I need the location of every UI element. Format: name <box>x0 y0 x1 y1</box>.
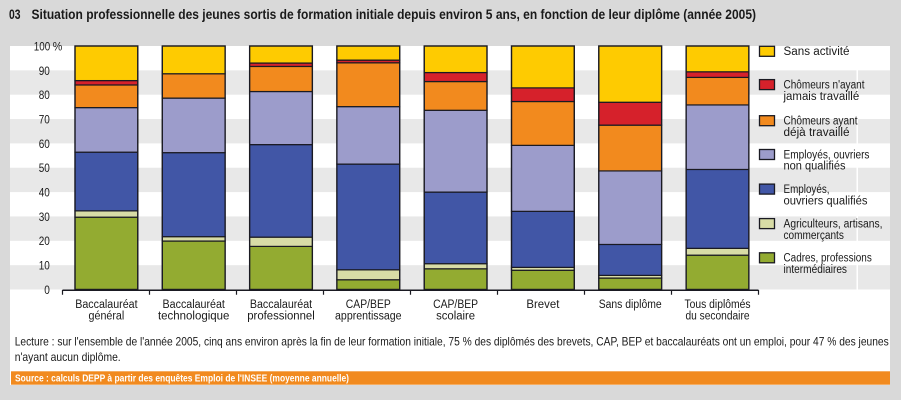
svg-text:Employés, ouvriers: Employés, ouvriers <box>784 149 870 161</box>
svg-text:Agriculteurs, artisans,: Agriculteurs, artisans, <box>784 218 883 230</box>
svg-text:Situation professionnelle des: Situation professionnelle des jeunes sor… <box>32 6 757 22</box>
svg-text:90: 90 <box>39 64 50 78</box>
svg-text:CAP/BEP: CAP/BEP <box>433 299 478 311</box>
svg-text:CAP/BEP: CAP/BEP <box>346 299 391 311</box>
svg-text:jamais travaillé: jamais travaillé <box>783 91 860 103</box>
svg-text:60: 60 <box>39 137 50 151</box>
svg-text:commerçants: commerçants <box>784 230 845 242</box>
svg-text:Brevet: Brevet <box>526 299 560 311</box>
svg-text:déjà travaillé: déjà travaillé <box>784 127 850 139</box>
svg-text:40: 40 <box>39 186 50 200</box>
svg-text:Baccalauréat: Baccalauréat <box>163 299 226 311</box>
svg-text:Chômeurs ayant: Chômeurs ayant <box>784 116 859 128</box>
svg-text:Lecture : sur l'ensemble de l': Lecture : sur l'ensemble de l'année 2005… <box>15 335 889 349</box>
svg-text:Baccalauréat: Baccalauréat <box>250 299 313 311</box>
svg-text:Source : calculs DEPP à partir: Source : calculs DEPP à partir des enquê… <box>15 373 349 385</box>
svg-text:apprentissage: apprentissage <box>335 311 402 323</box>
svg-text:scolaire: scolaire <box>436 311 475 323</box>
svg-text:ouvriers qualifiés: ouvriers qualifiés <box>784 195 868 207</box>
svg-text:du secondaire: du secondaire <box>686 311 750 323</box>
svg-text:technologique: technologique <box>158 311 229 323</box>
svg-text:non qualifiés: non qualifiés <box>784 161 846 173</box>
svg-text:Cadres, professions: Cadres, professions <box>784 253 873 265</box>
svg-text:intermédiaires: intermédiaires <box>784 264 848 276</box>
svg-text:professionnel: professionnel <box>247 311 315 323</box>
svg-text:Baccalauréat: Baccalauréat <box>75 299 138 311</box>
svg-text:0: 0 <box>44 283 50 297</box>
svg-text:Sans diplôme: Sans diplôme <box>599 299 662 311</box>
svg-text:80: 80 <box>39 88 50 102</box>
svg-text:100: 100 <box>34 39 51 53</box>
svg-text:10: 10 <box>39 259 50 273</box>
svg-text:70: 70 <box>39 112 50 126</box>
svg-text:20: 20 <box>39 234 50 248</box>
svg-text:Tous diplômés: Tous diplômés <box>685 299 751 311</box>
svg-text:30: 30 <box>39 210 50 224</box>
svg-text:Sans activité: Sans activité <box>784 46 850 58</box>
svg-text:03: 03 <box>9 6 21 22</box>
svg-text:général: général <box>89 311 125 323</box>
svg-text:50: 50 <box>39 161 50 175</box>
svg-text:Employés,: Employés, <box>784 184 830 196</box>
svg-text:%: % <box>53 39 63 53</box>
svg-text:Chômeurs n'ayant: Chômeurs n'ayant <box>784 79 866 91</box>
svg-text:n'ayant aucun diplôme.: n'ayant aucun diplôme. <box>15 350 121 364</box>
